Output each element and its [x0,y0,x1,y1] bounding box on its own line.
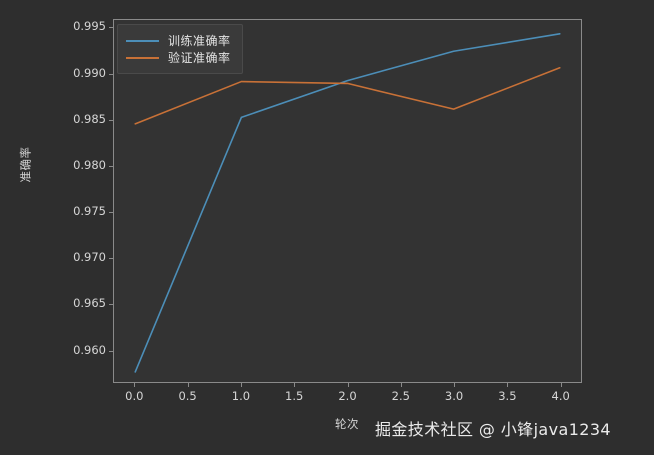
chart-legend: 训练准确率验证准确率 [117,24,243,74]
y-tick-label: 0.970 [73,250,106,265]
y-axis-label: 准确率 [18,146,33,183]
legend-label: 训练准确率 [168,33,231,48]
y-tick-label: 0.990 [73,65,106,80]
x-tick-mark [294,383,295,387]
legend-item[interactable]: 训练准确率 [126,32,231,49]
x-tick-label: 0.0 [125,389,144,403]
x-tick-label: 4.0 [551,389,570,403]
y-tick-label: 0.995 [73,19,106,34]
x-tick-label: 3.5 [498,389,517,403]
y-tick-label: 0.960 [73,342,106,357]
y-tick-label: 0.975 [73,204,106,219]
plot-lines [134,32,561,373]
x-tick-label: 2.5 [391,389,410,403]
x-tick-mark [401,383,402,387]
x-tick-mark [134,383,135,387]
plot-area [113,19,582,383]
legend-item[interactable]: 验证准确率 [126,49,231,66]
x-tick-label: 1.5 [285,389,304,403]
legend-label: 验证准确率 [168,50,231,65]
x-tick-mark [241,383,242,387]
series-line [134,32,561,373]
y-tick-label: 0.985 [73,111,106,126]
x-tick-label: 3.0 [444,389,464,403]
x-tick-label: 0.5 [178,389,197,403]
x-tick-mark [188,383,189,387]
x-tick-label: 1.0 [231,389,251,403]
x-axis-label: 轮次 [335,417,359,431]
legend-color-swatch [126,56,159,59]
x-tick-mark [561,383,562,387]
series-line [134,66,561,125]
x-tick-mark [507,383,508,387]
watermark-text: 掘金技术社区 @ 小锋java1234 [375,420,612,439]
y-tick-label: 0.980 [73,157,106,172]
x-tick-mark [348,383,349,387]
x-tick-label: 2.0 [338,389,357,403]
y-tick-label: 0.965 [73,296,106,311]
x-tick-mark [454,383,455,387]
legend-color-swatch [126,39,159,42]
